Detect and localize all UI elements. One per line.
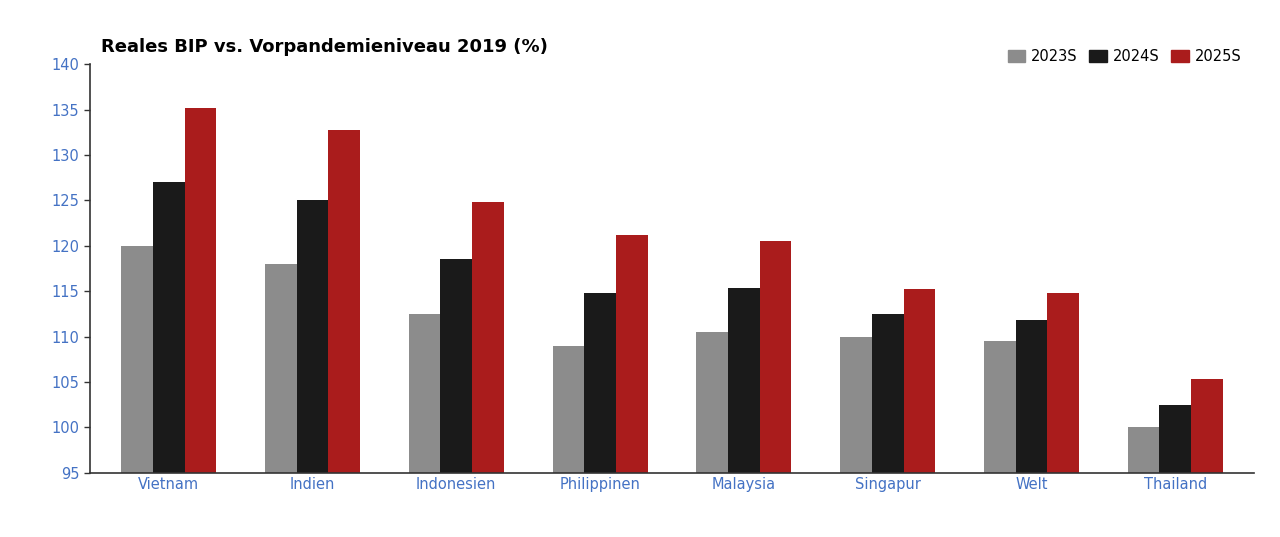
Bar <box>984 341 1016 473</box>
Bar <box>696 332 728 473</box>
Bar <box>122 246 152 473</box>
Bar <box>840 337 872 473</box>
Bar <box>553 346 584 473</box>
Bar <box>904 289 936 473</box>
Bar <box>1016 320 1047 473</box>
Bar <box>440 259 472 473</box>
Bar <box>1160 404 1192 473</box>
Bar <box>1192 379 1222 473</box>
Bar <box>328 130 360 473</box>
Bar <box>584 293 616 473</box>
Bar <box>1047 293 1079 473</box>
Bar <box>728 288 760 473</box>
Bar <box>408 314 440 473</box>
Bar <box>760 241 791 473</box>
Bar <box>152 183 184 473</box>
Bar <box>616 235 648 473</box>
Bar <box>1128 427 1160 473</box>
Bar <box>297 200 328 473</box>
Text: Reales BIP vs. Vorpandemieniveau 2019 (%): Reales BIP vs. Vorpandemieniveau 2019 (%… <box>101 38 548 56</box>
Bar <box>472 202 504 473</box>
Bar <box>265 264 297 473</box>
Legend: 2023S, 2024S, 2025S: 2023S, 2024S, 2025S <box>1002 43 1247 70</box>
Bar <box>872 314 904 473</box>
Bar <box>184 108 216 473</box>
